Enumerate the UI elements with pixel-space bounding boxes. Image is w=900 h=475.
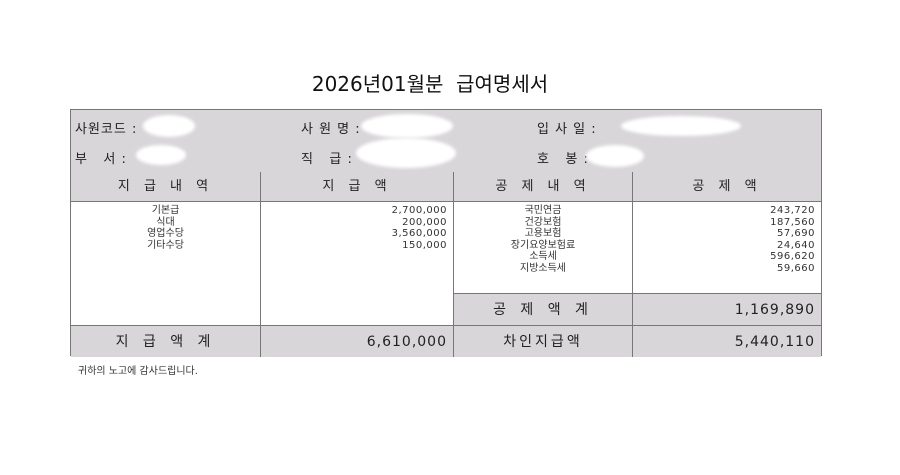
pay-item-amount: 200,000 xyxy=(402,216,447,228)
step-label: 호 봉 : xyxy=(537,152,589,167)
redacted-department xyxy=(136,145,186,165)
net-pay-label: 차인지급액 xyxy=(454,325,633,357)
employee-info: 사원코드 : 사 원 명 : 입 사 일 : 부 서 : 직 급 : 호 봉 : xyxy=(71,110,821,173)
deduction-item-amount: 24,640 xyxy=(777,239,815,251)
redacted-hire-date xyxy=(621,116,741,136)
header-deduction-amount: 공 제 액 xyxy=(633,172,821,202)
department-label: 부 서 : xyxy=(75,152,127,167)
employee-name-label: 사 원 명 : xyxy=(301,122,361,137)
header-deduction-items: 공 제 내 역 xyxy=(454,172,633,202)
deduction-item-amount: 187,560 xyxy=(770,216,815,228)
hire-date-label: 입 사 일 : xyxy=(537,122,597,137)
deduction-total-value: 1,169,890 xyxy=(633,293,821,325)
deduction-item-amount: 57,690 xyxy=(777,228,815,239)
pay-item-name: 기본급 xyxy=(151,205,180,216)
redacted-position xyxy=(356,138,456,168)
pay-item-name: 기타수당 xyxy=(147,239,184,251)
deduction-item-amount: 59,660 xyxy=(777,262,815,274)
header-pay-items: 지 급 내 역 xyxy=(71,172,261,202)
pay-item-name: 식대 xyxy=(156,216,175,228)
page-title: 2026년01월분 급여명세서 xyxy=(311,72,549,96)
deduction-item-name: 건강보험 xyxy=(524,216,562,228)
pay-item-name: 영업수당 xyxy=(147,228,184,239)
redacted-employee-name xyxy=(361,114,453,138)
deduction-item-name: 고용보험 xyxy=(524,228,562,239)
deduction-item-amount: 596,620 xyxy=(770,251,815,262)
pay-total-label: 지 급 액 계 xyxy=(71,325,261,357)
pay-item-amount: 2,700,000 xyxy=(391,205,447,216)
pay-items-list: 기본급 식대 영업수당 기타수당 xyxy=(71,202,261,325)
pay-item-amount: 3,560,000 xyxy=(391,228,447,239)
deduction-item-name: 지방소득세 xyxy=(520,262,566,274)
pay-item-amount: 150,000 xyxy=(402,239,447,251)
deduction-amounts-list: 243,720 187,560 57,690 24,640 596,620 59… xyxy=(633,202,821,293)
redacted-employee-code xyxy=(143,115,195,137)
deduction-item-amount: 243,720 xyxy=(770,205,815,216)
pay-total-value: 6,610,000 xyxy=(261,325,454,357)
deduction-total-label: 공 제 액 계 xyxy=(454,293,633,325)
deduction-item-name: 장기요양보험료 xyxy=(510,239,576,251)
deduction-items-list: 국민연금 건강보험 고용보험 장기요양보험료 소득세 지방소득세 xyxy=(454,202,633,293)
position-label: 직 급 : xyxy=(301,152,353,167)
net-pay-value: 5,440,110 xyxy=(633,325,821,357)
employee-code-label: 사원코드 : xyxy=(75,122,138,137)
deduction-item-name: 소득세 xyxy=(529,251,557,262)
deduction-item-name: 국민연금 xyxy=(524,205,562,216)
pay-amounts-list: 2,700,000 200,000 3,560,000 150,000 xyxy=(261,202,454,325)
header-pay-amount: 지 급 액 xyxy=(261,172,454,202)
payslip-table: 사원코드 : 사 원 명 : 입 사 일 : 부 서 : 직 급 : 호 봉 :… xyxy=(70,109,822,357)
redacted-step xyxy=(586,145,644,167)
thank-you-note: 귀하의 노고에 감사드립니다. xyxy=(78,366,198,377)
